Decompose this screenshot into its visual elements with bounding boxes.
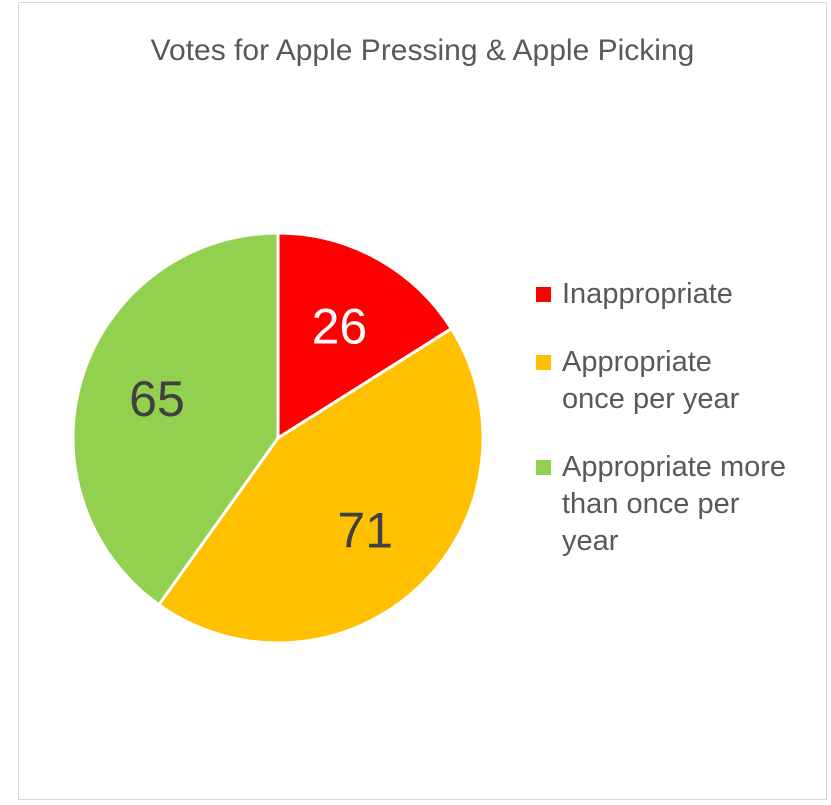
data-label: 26 [312, 299, 368, 355]
legend-item-more-than-once: Appropriate more than once per year [536, 449, 816, 560]
legend-label: Appropriate more than once per year [562, 451, 787, 557]
legend-label: Inappropriate [562, 278, 733, 310]
data-label: 71 [337, 502, 393, 558]
legend-swatch-once-per-year [536, 355, 551, 370]
pie-slice [71, 231, 280, 607]
pie-slice [276, 231, 453, 440]
legend-item-once-per-year: Appropriate once per year [536, 344, 816, 418]
legend: Inappropriate Appropriate once per year … [536, 276, 816, 591]
legend-item-inappropriate: Inappropriate [536, 276, 816, 313]
legend-swatch-more-than-once [536, 460, 551, 475]
legend-label: Appropriate once per year [562, 346, 740, 415]
data-label: 65 [129, 371, 185, 427]
legend-swatch-inappropriate [536, 287, 551, 302]
pie-slice [157, 327, 485, 645]
chart-title: Votes for Apple Pressing & Apple Picking [150, 34, 695, 67]
